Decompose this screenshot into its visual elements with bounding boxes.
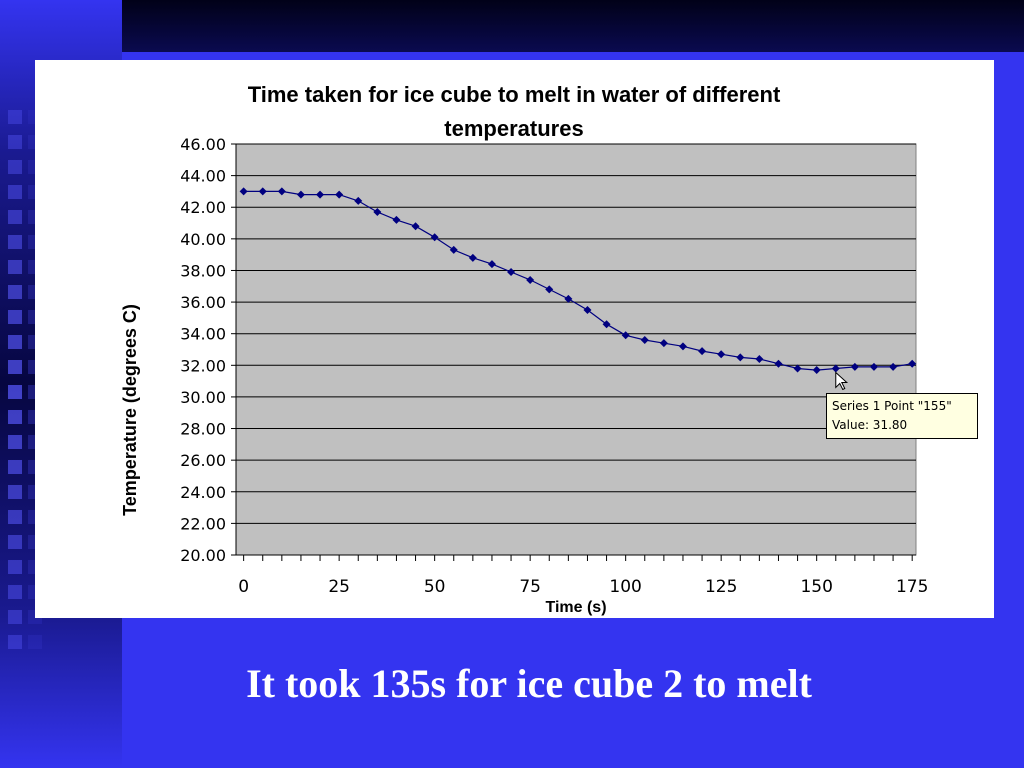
decorative-square [8, 260, 22, 274]
x-tick-label: 50 [424, 577, 446, 597]
decorative-square [8, 210, 22, 224]
y-tick-label: 28.00 [180, 420, 226, 439]
y-tick-label: 42.00 [180, 198, 226, 217]
y-tick-label: 22.00 [180, 514, 226, 533]
data-point [908, 359, 917, 368]
decorative-square [8, 535, 22, 549]
decorative-square [8, 510, 22, 524]
y-tick-label: 44.00 [180, 167, 226, 186]
decorative-square [8, 135, 22, 149]
data-point [602, 320, 611, 329]
data-point [316, 190, 325, 199]
data-point [889, 362, 898, 371]
y-tick-label: 34.00 [180, 325, 226, 344]
decorative-square [8, 610, 22, 624]
data-point [793, 364, 802, 373]
data-point [621, 331, 630, 340]
data-point [239, 187, 248, 196]
decorative-square [8, 335, 22, 349]
data-point [717, 350, 726, 359]
decorative-square [8, 185, 22, 199]
plot-area: 20.00 22.00 24.00 26.00 28.00 30.00 32.00 34.00… [180, 135, 928, 597]
decorative-square [28, 635, 42, 649]
data-point [640, 336, 649, 345]
y-tick-label: 36.00 [180, 293, 226, 312]
x-tick-label: 150 [800, 577, 832, 597]
data-point [831, 364, 840, 373]
x-tick-label: 0 [238, 577, 249, 597]
decorative-square [8, 585, 22, 599]
data-point [583, 305, 592, 314]
data-point [774, 359, 783, 368]
y-tick-label: 24.00 [180, 483, 226, 502]
decorative-square [8, 435, 22, 449]
data-point-tooltip: Series 1 Point "155" Value: 31.80 [826, 393, 978, 439]
x-tick-label: 125 [705, 577, 737, 597]
data-point [850, 362, 859, 371]
x-tick-label: 25 [328, 577, 350, 597]
data-point [354, 196, 363, 205]
data-point [277, 187, 286, 196]
y-tick-label: 46.00 [180, 135, 226, 154]
data-point [296, 190, 305, 199]
data-point [468, 253, 477, 262]
data-point [545, 285, 554, 294]
tooltip-series-point: Series 1 Point "155" [832, 399, 952, 413]
data-point [335, 190, 344, 199]
chart-title-line-1: Time taken for ice cube to melt in water… [248, 82, 781, 107]
y-tick-label: 20.00 [180, 546, 226, 565]
data-point [392, 215, 401, 224]
data-point [812, 366, 821, 375]
chart-panel: Time taken for ice cube to melt in water… [35, 60, 994, 618]
y-axis-label: Temperature (degrees C) [120, 304, 140, 516]
line-chart: Time taken for ice cube to melt in water… [120, 82, 928, 616]
decorative-square [8, 160, 22, 174]
decorative-square [8, 460, 22, 474]
y-tick-label: 38.00 [180, 261, 226, 280]
data-point [449, 245, 458, 254]
y-tick-label: 26.00 [180, 451, 226, 470]
decorative-square [8, 285, 22, 299]
plot-background [235, 143, 917, 556]
decorative-square [8, 410, 22, 424]
decorative-square [8, 635, 22, 649]
mouse-cursor-icon [835, 371, 849, 391]
x-tick-label: 100 [609, 577, 641, 597]
data-point [869, 362, 878, 371]
decorative-square-pattern [0, 110, 42, 670]
x-tick-label: 175 [896, 577, 928, 597]
data-point [430, 233, 439, 242]
decorative-square [8, 385, 22, 399]
decorative-square [8, 310, 22, 324]
data-point [564, 294, 573, 303]
data-point [258, 187, 267, 196]
decorative-square [8, 360, 22, 374]
data-point [373, 207, 382, 216]
y-tick-label: 30.00 [180, 388, 226, 407]
x-tick-label: 75 [519, 577, 541, 597]
tooltip-value: Value: 31.80 [832, 418, 908, 432]
x-axis-label: Time (s) [545, 599, 606, 616]
y-tick-label: 32.00 [180, 356, 226, 375]
slide-caption: It took 135s for ice cube 2 to melt [246, 661, 812, 706]
data-point [678, 342, 687, 351]
data-point [487, 260, 496, 269]
data-point [755, 354, 764, 363]
decorative-square [8, 485, 22, 499]
slide-top-band [0, 0, 1024, 52]
data-point [526, 275, 535, 284]
decorative-square [8, 235, 22, 249]
y-tick-label: 40.00 [180, 230, 226, 249]
decorative-square [8, 110, 22, 124]
data-point [736, 353, 745, 362]
data-point [659, 339, 668, 348]
data-point [411, 222, 420, 231]
decorative-square [8, 560, 22, 574]
chart-title-line-2: temperatures [444, 116, 583, 141]
data-point [507, 268, 516, 277]
data-point [698, 347, 707, 356]
